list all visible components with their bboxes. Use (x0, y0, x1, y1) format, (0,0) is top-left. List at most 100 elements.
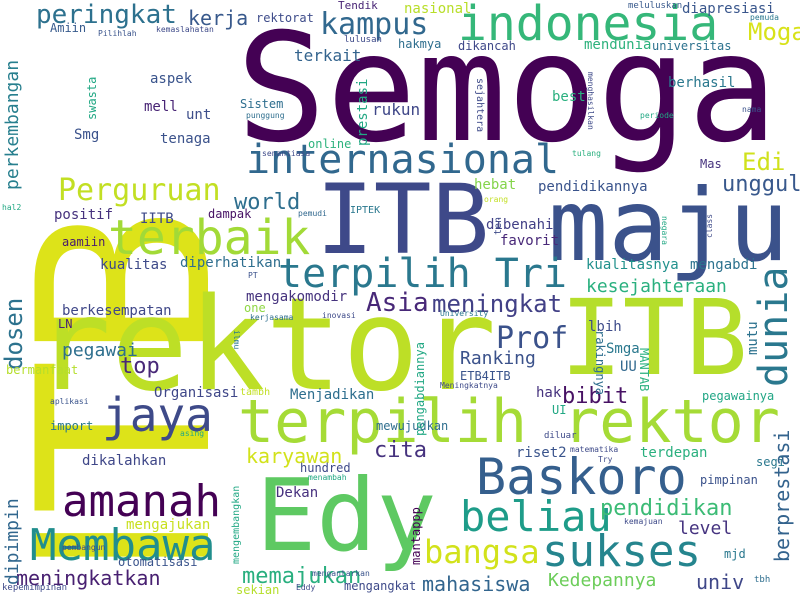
word: maju (548, 167, 789, 284)
word: ilmu (232, 330, 241, 350)
word: dampak (208, 207, 252, 221)
word: diapresiasi (682, 1, 775, 17)
word: best (552, 89, 586, 105)
word: UU (620, 359, 637, 375)
word: berhasil (668, 75, 736, 91)
word: dosen (0, 297, 28, 370)
word: senantiasa (262, 149, 311, 158)
word: rukun (372, 100, 421, 119)
word: nasional (404, 1, 472, 17)
word: pegawai (62, 340, 138, 361)
word: lulusan (344, 35, 382, 45)
word: pengabdiannya (413, 342, 427, 436)
word: swasta (85, 76, 99, 120)
word: kerja (188, 6, 249, 30)
word: kemajuan (624, 517, 663, 526)
word: berprestasi (770, 429, 794, 562)
word: IPTEK (350, 205, 381, 216)
word: prestasi (355, 78, 371, 146)
word: mengakomodir (246, 289, 348, 305)
word: Mas (700, 157, 722, 171)
word: mengantarkan (312, 569, 370, 578)
word: online (308, 137, 352, 151)
word: punggung (246, 111, 285, 120)
word: inovasi (322, 311, 356, 320)
word: meningkat (432, 290, 563, 318)
word: Prof (496, 321, 569, 356)
word: bangsa (424, 533, 540, 571)
word: Eddy (296, 583, 316, 592)
word: terbaik (108, 210, 311, 266)
word: Pilihlah (98, 29, 137, 38)
word: terpilih rektor (238, 387, 780, 457)
word: beliau (460, 492, 612, 541)
word: Menjadikan (290, 387, 375, 403)
word: one (244, 301, 266, 315)
word: dikancah (458, 39, 516, 53)
word: menghasilkan (586, 72, 595, 130)
word: kerjasama (250, 313, 294, 322)
word: kesejahteraan (586, 276, 727, 297)
word: memajukan (242, 564, 362, 589)
word: meningkatkan (16, 566, 161, 590)
word: nama (742, 105, 762, 114)
word: mewujudkan (376, 419, 449, 433)
word: pegawainya (702, 389, 775, 403)
word: unggul (722, 172, 800, 197)
word: negara (660, 216, 669, 245)
word: meluluskan (628, 1, 683, 11)
word: Perguruan (58, 173, 221, 208)
word: Tendik (338, 0, 378, 12)
word: Amiin (50, 21, 87, 35)
word: bibit (562, 384, 629, 409)
word: ETB4ITB (460, 369, 511, 383)
word: rektor (34, 271, 497, 420)
word: Moga (748, 18, 800, 46)
word: mjd (724, 547, 746, 561)
word: University (440, 309, 489, 318)
word: peringkat (36, 0, 177, 30)
word: pendidikan (600, 496, 733, 521)
word: kualitasnya (586, 257, 679, 273)
word: tbh (754, 575, 771, 585)
word: periode (640, 111, 674, 120)
word: segi (756, 455, 785, 469)
word: hal2 (2, 203, 22, 212)
word: tambh (240, 387, 271, 398)
word: hebat (474, 177, 517, 193)
word: dipimpin (2, 498, 23, 585)
word: universitas (652, 39, 732, 53)
word: Try (598, 455, 613, 464)
word: terdepan (640, 445, 708, 461)
word: Baskoro (476, 448, 687, 506)
word: Smga (606, 341, 640, 357)
word: indonesia (458, 0, 719, 52)
word: univ (696, 570, 745, 594)
word: mantappp (409, 507, 423, 565)
word: Edy (256, 457, 437, 574)
word: mengembangkan (231, 485, 242, 564)
word: matematika (570, 445, 619, 454)
word: Organisasi (154, 385, 239, 401)
word: cita (374, 438, 427, 463)
word: Dekan (276, 485, 319, 501)
word: mengabdi (690, 257, 758, 273)
word: terkait (294, 46, 362, 65)
word: mell (144, 99, 178, 115)
word: diluar (544, 431, 577, 441)
word: Ranking (460, 348, 536, 369)
word: tenaga (160, 131, 211, 147)
word: LN (58, 317, 73, 331)
word: kampus (320, 7, 429, 42)
word: dibenahi (486, 217, 554, 233)
word: Asia (366, 288, 429, 318)
word: Meningkatnya (440, 381, 498, 390)
word: PT (248, 271, 258, 280)
word: perkembangan (2, 59, 23, 190)
word: import (50, 419, 94, 433)
word: Membawa (30, 520, 216, 571)
word: menambah (308, 473, 347, 482)
word: otomatisasi (118, 555, 198, 569)
word: asing (180, 429, 205, 438)
word: rektorat (256, 11, 314, 25)
